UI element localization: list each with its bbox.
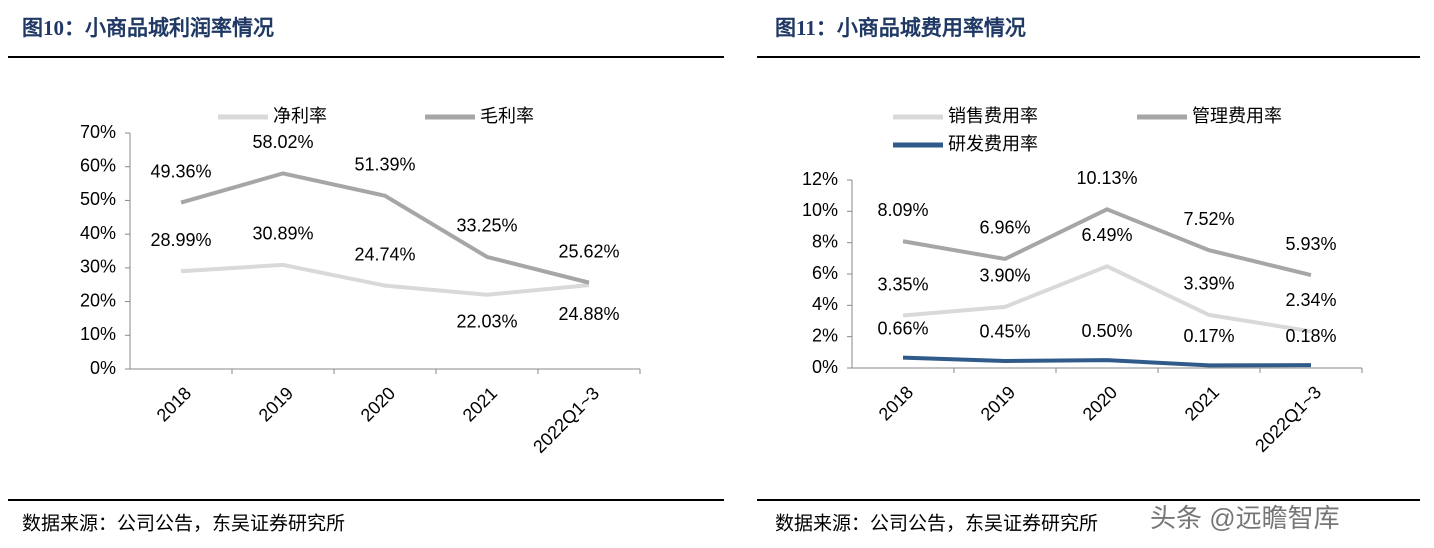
data-label: 49.36% (150, 161, 211, 181)
data-label: 33.25% (456, 216, 517, 236)
data-label: 6.49% (1081, 225, 1132, 245)
data-label: 58.02% (252, 132, 313, 152)
x-tick-label: 2022Q1~3 (529, 383, 603, 457)
data-label: 25.62% (558, 241, 619, 261)
x-tick-label: 2018 (875, 382, 917, 424)
source-note: 数据来源：公司公告，东吴证券研究所 (775, 512, 1098, 534)
x-tick-label: 2022Q1~3 (1251, 382, 1325, 456)
legend-label: 净利率 (273, 106, 327, 126)
series-line (902, 207, 1312, 278)
data-label: 5.93% (1285, 234, 1336, 254)
y-tick-label: 6% (812, 263, 838, 283)
data-label: 6.96% (979, 218, 1030, 238)
y-tick-label: 2% (812, 325, 838, 345)
data-label: 24.88% (558, 304, 619, 324)
x-tick-label: 2021 (459, 383, 501, 425)
chart-title: 图11：小商品城费用率情况 (775, 16, 1026, 40)
y-tick-label: 40% (80, 223, 116, 243)
data-label: 28.99% (150, 230, 211, 250)
series-line (902, 264, 1312, 334)
x-tick-label: 2021 (1181, 382, 1223, 424)
data-label: 0.66% (877, 318, 928, 338)
legend-label: 研发费用率 (948, 134, 1038, 154)
data-label: 8.09% (877, 200, 928, 220)
x-tick-label: 2019 (977, 382, 1019, 424)
series-line (180, 262, 590, 297)
data-label: 0.45% (979, 322, 1030, 342)
data-label: 0.50% (1081, 321, 1132, 341)
x-tick-label: 2018 (153, 383, 195, 425)
y-tick-label: 30% (80, 257, 116, 277)
y-tick-label: 0% (812, 357, 838, 377)
y-tick-label: 50% (80, 189, 116, 209)
data-label: 3.35% (877, 274, 928, 294)
x-tick-label: 2020 (357, 383, 399, 425)
y-tick-label: 12% (802, 169, 838, 189)
series-line (180, 171, 590, 285)
data-label: 0.17% (1183, 326, 1234, 346)
x-tick-label: 2019 (255, 383, 297, 425)
data-label: 7.52% (1183, 209, 1234, 229)
source-note: 数据来源：公司公告，东吴证券研究所 (22, 512, 345, 534)
legend-label: 销售费用率 (948, 106, 1038, 126)
y-tick-label: 20% (80, 290, 116, 310)
y-tick-label: 4% (812, 294, 838, 314)
data-label: 3.39% (1183, 274, 1234, 294)
data-label: 2.34% (1285, 290, 1336, 310)
legend-label: 毛利率 (480, 106, 534, 126)
legend-label: 管理费用率 (1192, 106, 1282, 126)
y-tick-label: 10% (802, 200, 838, 220)
x-tick-label: 2020 (1079, 382, 1121, 424)
data-label: 24.74% (354, 244, 415, 264)
data-label: 0.18% (1285, 326, 1336, 346)
series-line (902, 355, 1312, 368)
data-label: 51.39% (354, 154, 415, 174)
y-tick-label: 10% (80, 324, 116, 344)
y-tick-label: 60% (80, 155, 116, 175)
watermark: 头条 @远瞻智库 (1150, 503, 1340, 533)
data-label: 22.03% (456, 311, 517, 331)
y-tick-label: 70% (80, 122, 116, 142)
data-label: 3.90% (979, 266, 1030, 286)
data-label: 30.89% (252, 224, 313, 244)
chart-title: 图10：小商品城利润率情况 (22, 16, 274, 40)
y-tick-label: 0% (90, 358, 116, 378)
data-label: 10.13% (1076, 168, 1137, 188)
y-tick-label: 8% (812, 231, 838, 251)
